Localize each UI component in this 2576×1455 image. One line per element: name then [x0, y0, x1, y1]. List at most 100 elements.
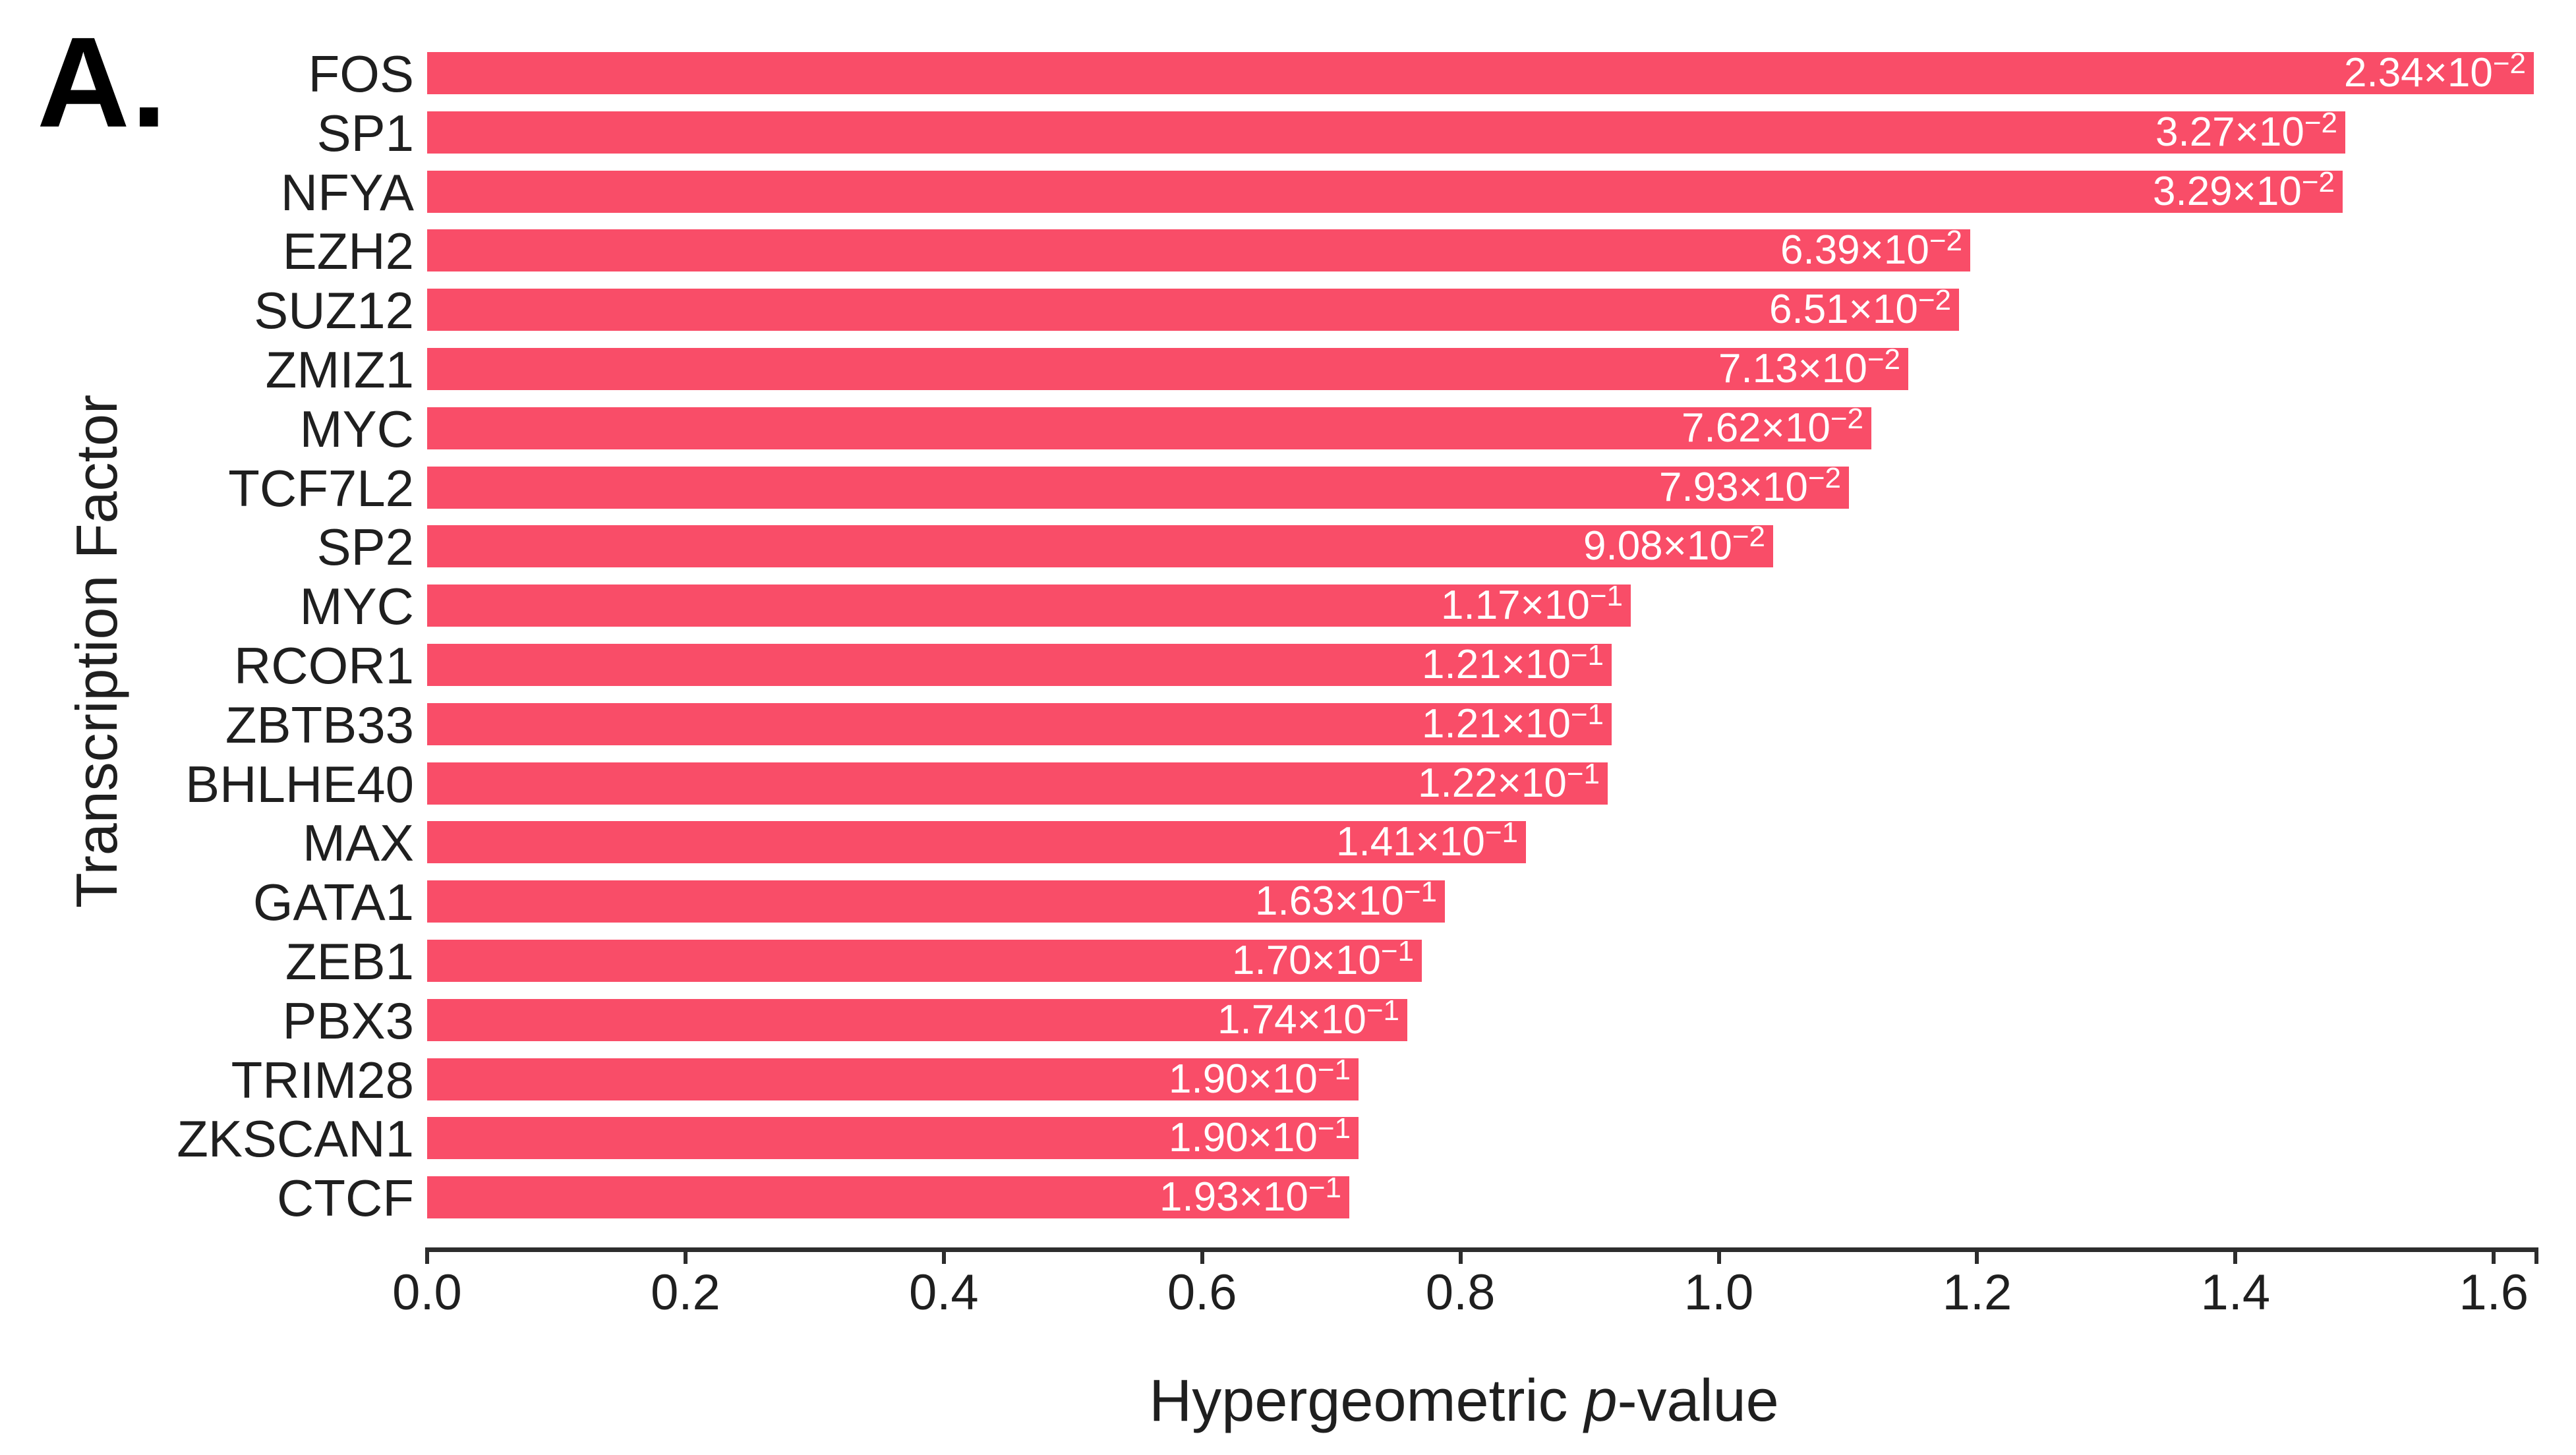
bar-value-label: 7.62×10−2	[1682, 404, 1871, 451]
bar-value-label: 3.27×10−2	[2155, 108, 2345, 155]
p-value-exponent: −1	[1317, 1053, 1351, 1086]
x-axis-tick-mark	[2492, 1251, 2496, 1264]
y-tick-label: TRIM28	[231, 1050, 414, 1109]
x-tick-label: 1.4	[2200, 1265, 2271, 1321]
y-tick-label: MYC	[299, 399, 414, 458]
x-axis-tick-mark	[1458, 1251, 1463, 1264]
x-axis-title-italic-p: p	[1584, 1368, 1618, 1434]
x-tick-label: 1.6	[2459, 1265, 2529, 1321]
bar-value-label: 1.90×10−1	[1168, 1055, 1359, 1102]
p-value-exponent: −2	[1807, 461, 1841, 494]
p-value-mantissa: 1.21	[1421, 642, 1502, 687]
y-tick-label: EZH2	[282, 222, 414, 281]
p-value-times-ten: ×10	[1239, 1174, 1308, 1220]
p-value-mantissa: 1.63	[1254, 878, 1335, 925]
p-value-exponent: −2	[1929, 225, 1962, 258]
p-value-mantissa: 2.34	[2343, 50, 2424, 96]
bar-value-label: 1.74×10−1	[1217, 996, 1407, 1042]
p-value-exponent: −1	[1366, 994, 1399, 1027]
p-value-times-ten: ×10	[1311, 938, 1381, 983]
y-tick-label: ZBTB33	[225, 695, 414, 754]
y-tick-label: GATA1	[252, 873, 414, 932]
bar-value-label: 7.93×10−2	[1658, 463, 1849, 510]
p-value-exponent: −2	[1732, 521, 1765, 554]
p-value-exponent: −1	[1570, 698, 1604, 731]
p-value-mantissa: 7.13	[1718, 346, 1798, 391]
x-tick-label: 0.8	[1425, 1265, 1496, 1321]
p-value-exponent: −1	[1403, 876, 1437, 909]
y-tick-label: ZMIZ1	[265, 341, 414, 399]
x-tick-label: 1.0	[1683, 1265, 1754, 1321]
bar-value-label: 1.21×10−1	[1422, 700, 1612, 745]
y-tick-label: SP2	[316, 518, 414, 577]
bar: 7.13×10−2	[427, 345, 1908, 391]
p-value-exponent: −1	[1484, 816, 1518, 849]
p-value-times-ten: ×10	[1662, 523, 1732, 569]
y-tick-label: BHLHE40	[185, 755, 414, 813]
x-axis-tick-mark	[2233, 1251, 2238, 1264]
bar: 1.93×10−1	[427, 1174, 1349, 1220]
p-value-times-ten: ×10	[1798, 346, 1867, 391]
y-tick-label: ZKSCAN1	[177, 1110, 414, 1168]
bar-value-label: 1.41×10−1	[1335, 818, 1526, 865]
x-axis-end-tick-mark	[2534, 1251, 2538, 1264]
bar: 7.62×10−2	[427, 404, 1871, 451]
bar-value-label: 1.22×10−1	[1417, 759, 1608, 806]
p-value-times-ten: ×10	[1848, 287, 1918, 333]
y-tick-label: PBX3	[282, 991, 414, 1050]
bar-value-label: 1.93×10−1	[1159, 1174, 1349, 1220]
p-value-times-ten: ×10	[1738, 464, 1808, 510]
x-tick-label: 0.0	[392, 1265, 462, 1321]
p-value-mantissa: 7.93	[1658, 464, 1739, 510]
p-value-times-ten: ×10	[1761, 405, 1830, 451]
y-tick-label: FOS	[308, 45, 414, 103]
y-axis-tick-labels: FOS SP1 NFYA EZH2 SUZ12 ZMIZ1 MYC TCF7L2 SP2 MYC R…	[0, 0, 414, 1455]
bar: 1.90×10−1	[427, 1114, 1359, 1161]
x-axis-tick-mark	[941, 1251, 946, 1264]
p-value-mantissa: 1.90	[1168, 1115, 1248, 1161]
bar: 1.70×10−1	[427, 937, 1422, 983]
bar: 3.27×10−2	[427, 108, 2345, 155]
bar: 1.63×10−1	[427, 878, 1445, 925]
bar-value-label: 6.51×10−2	[1769, 286, 1959, 333]
x-axis-title: Hypergeometric p-value	[427, 1369, 2501, 1433]
p-value-mantissa: 6.51	[1769, 287, 1849, 333]
x-axis-line	[425, 1247, 2538, 1252]
x-axis-tick-mark	[1200, 1251, 1204, 1264]
p-value-mantissa: 1.93	[1159, 1174, 1239, 1220]
p-value-times-ten: ×10	[1415, 819, 1485, 865]
p-value-times-ten: ×10	[1520, 583, 1590, 629]
bar: 1.41×10−1	[427, 818, 1526, 865]
bar-value-label: 3.29×10−2	[2153, 167, 2343, 214]
p-value-exponent: −2	[2301, 165, 2335, 198]
p-value-mantissa: 1.22	[1417, 760, 1498, 806]
p-value-times-ten: ×10	[1248, 1056, 1318, 1102]
p-value-times-ten: ×10	[1501, 642, 1571, 687]
p-value-mantissa: 1.41	[1335, 819, 1416, 865]
p-value-mantissa: 1.74	[1217, 996, 1297, 1042]
bar: 3.29×10−2	[427, 167, 2343, 214]
bar-value-label: 1.70×10−1	[1232, 937, 1422, 983]
p-value-times-ten: ×10	[2235, 109, 2304, 155]
x-tick-label: 0.4	[908, 1265, 979, 1321]
y-tick-label: SP1	[316, 103, 414, 162]
plot-area: 2.34×10−2 3.27×10−2 3.29×10−2 6.39×10−2 …	[392, 0, 2540, 1455]
p-value-exponent: −1	[1570, 639, 1604, 671]
bar: 1.22×10−1	[427, 759, 1608, 806]
p-value-times-ten: ×10	[2232, 168, 2302, 214]
x-axis-tick-mark	[683, 1251, 688, 1264]
x-tick-label: 0.6	[1167, 1265, 1237, 1321]
y-tick-label: NFYA	[280, 163, 414, 221]
p-value-times-ten: ×10	[1248, 1115, 1318, 1161]
bar: 1.90×10−1	[427, 1055, 1359, 1102]
p-value-exponent: −1	[1317, 1112, 1351, 1145]
p-value-mantissa: 1.90	[1168, 1056, 1248, 1102]
y-tick-label: RCOR1	[233, 637, 414, 695]
p-value-mantissa: 3.27	[2155, 109, 2235, 155]
p-value-exponent: −2	[2492, 47, 2526, 80]
p-value-exponent: −2	[1867, 343, 1900, 376]
bar-value-label: 1.21×10−1	[1421, 641, 1612, 687]
bar: 1.21×10−1	[427, 641, 1612, 687]
bar-value-label: 6.39×10−2	[1780, 227, 1970, 271]
